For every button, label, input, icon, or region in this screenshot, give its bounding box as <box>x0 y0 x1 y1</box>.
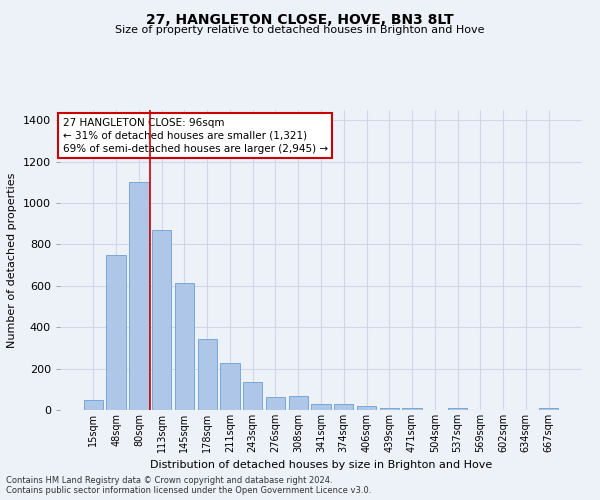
X-axis label: Distribution of detached houses by size in Brighton and Hove: Distribution of detached houses by size … <box>150 460 492 470</box>
Bar <box>243 382 262 410</box>
Bar <box>448 408 467 410</box>
Bar <box>289 396 308 410</box>
Bar <box>266 396 285 410</box>
Bar <box>220 364 239 410</box>
Bar <box>129 182 149 410</box>
Bar <box>357 406 376 410</box>
Bar <box>106 255 126 410</box>
Text: Contains HM Land Registry data © Crown copyright and database right 2024.: Contains HM Land Registry data © Crown c… <box>6 476 332 485</box>
Text: 27 HANGLETON CLOSE: 96sqm
← 31% of detached houses are smaller (1,321)
69% of se: 27 HANGLETON CLOSE: 96sqm ← 31% of detac… <box>62 118 328 154</box>
Bar <box>175 283 194 410</box>
Bar <box>334 404 353 410</box>
Y-axis label: Number of detached properties: Number of detached properties <box>7 172 17 348</box>
Text: 27, HANGLETON CLOSE, HOVE, BN3 8LT: 27, HANGLETON CLOSE, HOVE, BN3 8LT <box>146 12 454 26</box>
Bar <box>403 408 422 410</box>
Bar <box>380 408 399 410</box>
Text: Contains public sector information licensed under the Open Government Licence v3: Contains public sector information licen… <box>6 486 371 495</box>
Bar <box>311 404 331 410</box>
Bar <box>197 338 217 410</box>
Bar <box>539 408 558 410</box>
Text: Size of property relative to detached houses in Brighton and Hove: Size of property relative to detached ho… <box>115 25 485 35</box>
Bar <box>152 230 172 410</box>
Bar <box>84 400 103 410</box>
